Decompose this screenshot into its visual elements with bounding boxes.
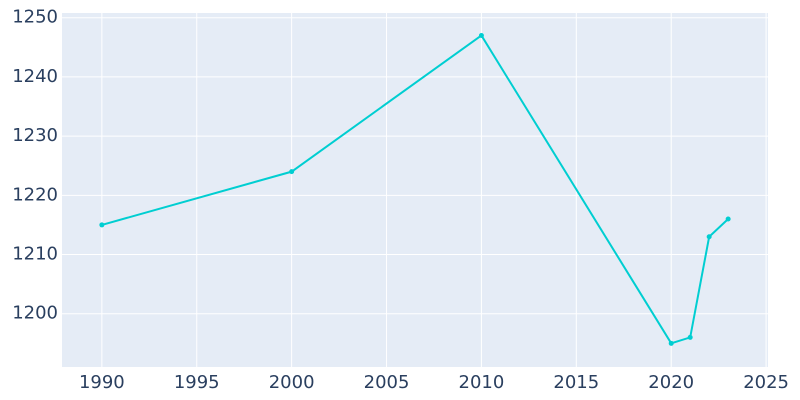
x-tick-label: 2005 [364, 372, 410, 393]
y-tick-label: 1240 [12, 66, 58, 87]
point [687, 334, 693, 340]
point [668, 340, 674, 346]
y-tick-label: 1250 [12, 7, 58, 28]
point [706, 234, 712, 240]
x-tick-label: 2015 [553, 372, 599, 393]
x-tick-label: 2025 [743, 372, 789, 393]
y-tick-label: 1200 [12, 303, 58, 324]
y-tick-label: 1220 [12, 184, 58, 205]
point [99, 222, 105, 228]
point [478, 32, 484, 38]
x-tick-label: 2010 [459, 372, 505, 393]
x-tick-label: 1995 [174, 372, 220, 393]
y-tick-label: 1210 [12, 244, 58, 265]
y-tick-label: 1230 [12, 125, 58, 146]
x-tick-label: 1990 [79, 372, 125, 393]
point [725, 216, 731, 222]
point [289, 169, 295, 175]
x-tick-label: 2000 [269, 372, 315, 393]
x-tick-label: 2020 [648, 372, 694, 393]
